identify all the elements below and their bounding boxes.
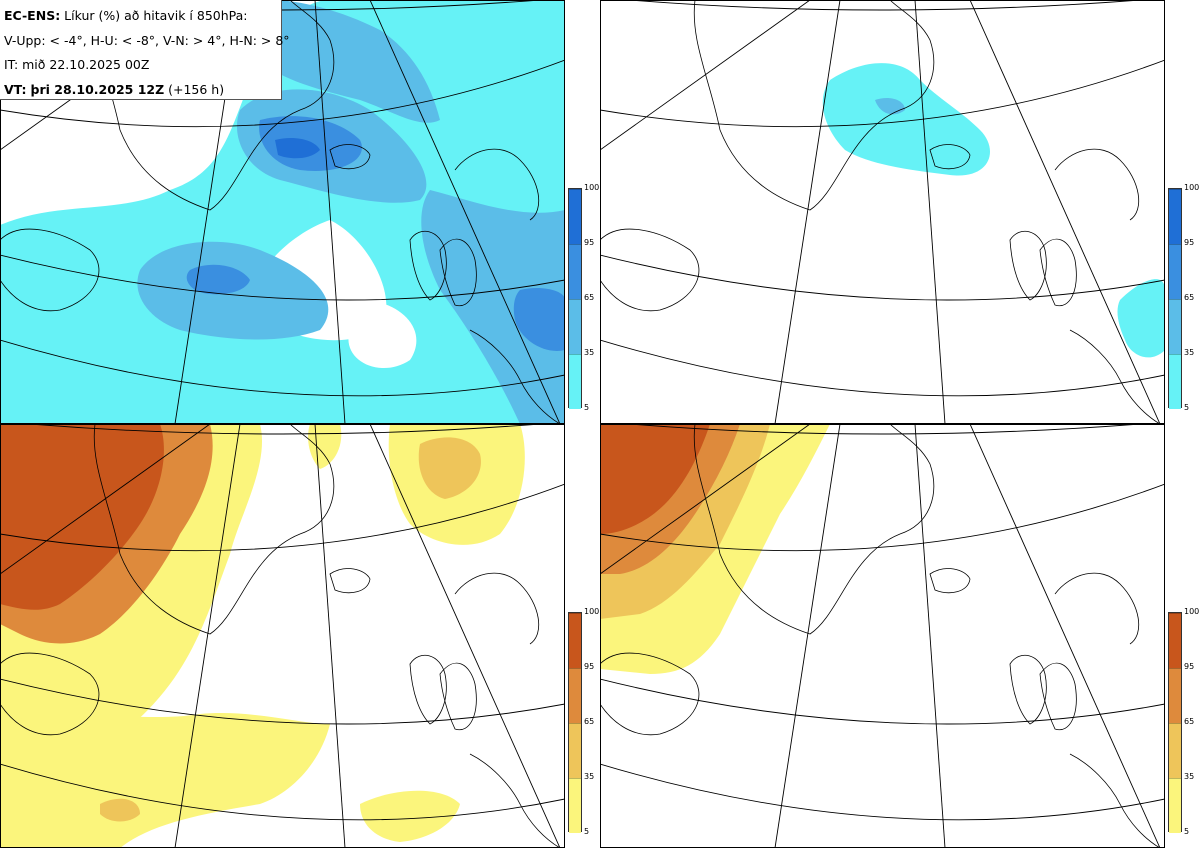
colorbar-tick-label: 35 <box>1184 348 1195 357</box>
colorbar-cold-right <box>1168 188 1182 409</box>
colorbar-segment <box>569 613 581 668</box>
map-svg <box>600 424 1165 848</box>
valid-time-line: VT: þri 28.10.2025 12Z (+156 h) <box>4 78 277 103</box>
model-label: EC-ENS: <box>4 8 61 23</box>
colorbar-tick-label: 65 <box>584 717 595 726</box>
colorbar-tick-label: 100 <box>1184 183 1200 192</box>
colorbar-segment <box>569 354 581 409</box>
colorbar-segment <box>1169 668 1181 723</box>
colorbar-cold-left <box>568 188 582 409</box>
colorbar-tick-label: 5 <box>584 403 590 412</box>
colorbar-segment <box>1169 723 1181 778</box>
colorbar-tick-label: 65 <box>1184 717 1195 726</box>
categories-line: V-Upp: < -4°, H-U: < -8°, V-N: > 4°, H-N… <box>4 32 290 48</box>
colorbar-tick-label: 35 <box>1184 772 1195 781</box>
colorbar-segment <box>569 668 581 723</box>
valid-time: þri 28.10.2025 12Z <box>30 81 165 97</box>
colorbar-tick-label: 65 <box>1184 293 1195 302</box>
colorbar-tick-label: 100 <box>584 607 600 616</box>
colorbar-segment <box>1169 299 1181 354</box>
colorbar-segment <box>1169 354 1181 409</box>
colorbar-tick-label: 95 <box>1184 238 1195 247</box>
colorbar-warm-right <box>1168 612 1182 833</box>
title-text: Líkur (%) að hitavik í 850hPa: <box>60 8 248 23</box>
map-svg <box>0 424 565 848</box>
colorbar-tick-label: 95 <box>584 238 595 247</box>
map-panel-warm-4 <box>0 424 565 848</box>
colorbar-segment <box>569 189 581 244</box>
colorbar-tick-label: 100 <box>1184 607 1200 616</box>
map-panel-warm-8 <box>600 424 1165 848</box>
map-panel-cold-4 <box>0 0 565 424</box>
colorbar-segment <box>569 778 581 833</box>
colorbar-tick-label: 5 <box>1184 827 1190 836</box>
colorbar-segment <box>1169 778 1181 833</box>
colorbar-warm-left <box>568 612 582 833</box>
map-svg <box>600 0 1165 424</box>
colorbar-tick-label: 5 <box>584 827 590 836</box>
colorbar-segment <box>569 723 581 778</box>
colorbar-tick-label: 5 <box>1184 403 1190 412</box>
colorbar-segment <box>569 299 581 354</box>
colorbar-segment <box>1169 613 1181 668</box>
colorbar-segment <box>569 244 581 299</box>
colorbar-segment <box>1169 244 1181 299</box>
valid-prefix: VT: <box>4 81 27 97</box>
colorbar-tick-label: 95 <box>584 662 595 671</box>
map-svg <box>0 0 565 424</box>
colorbar-tick-label: 100 <box>584 183 600 192</box>
map-info-box: EC-ENS: Líkur (%) að hitavik í 850hPa: V… <box>0 0 290 103</box>
colorbar-tick-label: 35 <box>584 772 595 781</box>
colorbar-tick-label: 35 <box>584 348 595 357</box>
map-panel-cold-8 <box>600 0 1165 424</box>
title-line: EC-ENS: Líkur (%) að hitavik í 850hPa: <box>4 4 277 29</box>
lead-time: (+156 h) <box>164 81 225 97</box>
colorbar-tick-label: 95 <box>1184 662 1195 671</box>
init-time: IT: mið 22.10.2025 00Z <box>4 57 150 72</box>
colorbar-tick-label: 65 <box>584 293 595 302</box>
colorbar-segment <box>1169 189 1181 244</box>
